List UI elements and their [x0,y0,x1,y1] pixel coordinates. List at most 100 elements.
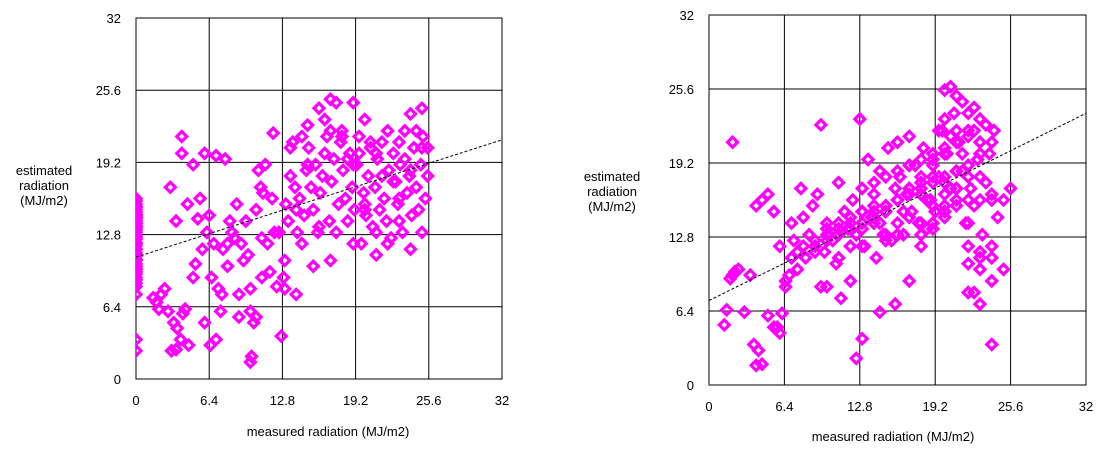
data-point [136,270,144,285]
data-point [857,238,872,254]
data-point [984,186,1000,202]
data-point [328,225,344,240]
data-point [878,169,893,185]
data-point [963,181,978,196]
data-point [754,192,770,208]
data-point [338,191,353,206]
data-point [887,296,903,312]
data-point [960,192,976,208]
data-point [357,112,373,127]
data-point [937,146,952,162]
data-point [798,250,813,266]
data-point [996,192,1011,208]
data-point [174,129,190,144]
data-point [292,191,307,206]
data-point [288,287,304,302]
data-point [306,258,321,274]
data-point [880,140,896,156]
data-point [254,270,270,285]
data-point [878,227,893,242]
data-point [972,250,988,266]
data-point [136,191,144,206]
x-axis-title: measured radiation (MJ/m2) [812,429,975,444]
data-point [902,129,917,144]
y-axis-title-line: estimated [16,163,72,178]
data-point [296,208,312,223]
data-point [872,215,888,231]
data-point [949,134,964,150]
data-point [972,192,988,208]
data-point [943,181,958,196]
data-points [136,91,435,370]
data-point [793,181,809,196]
trendline [136,139,502,258]
y-axis-title-line: (MJ/m2) [20,193,68,208]
y-tick-label: 12.8 [669,230,694,245]
data-point [357,196,373,212]
data-point [955,94,970,109]
y-axis-title-line: estimated [584,169,640,184]
data-point [878,204,893,219]
data-point [949,163,964,179]
data-point [972,244,988,260]
data-point [349,157,365,172]
data-point [136,236,144,251]
data-point [984,273,1000,289]
data-point [136,199,144,214]
data-point [913,181,929,196]
data-point [357,202,373,218]
data-point [185,157,201,172]
data-point [984,134,1000,150]
data-point [244,349,259,364]
data-point [937,204,952,219]
data-point [725,134,740,150]
data-point [136,230,144,246]
data-point [866,186,882,202]
data-point [754,356,770,372]
left-scatter-chart: 0 6.4 12.8 19.2 25.6 32 0 6.4 12.8 19.2 25.6 32 meas… [16,11,509,439]
x-tick-label: 6.4 [775,399,793,414]
data-point [854,204,870,219]
data-point [931,123,946,138]
data-point [869,250,884,266]
data-point [169,320,185,336]
data-point [340,213,355,229]
data-point [395,225,410,240]
y-tick-label: 19.2 [669,156,694,171]
data-point [340,151,355,167]
data-point [290,225,305,240]
data-point [334,123,350,139]
data-point [966,285,982,300]
y-axis-title-line: radiation [587,184,637,199]
x-tick-label: 0 [132,393,139,408]
data-point [854,181,870,196]
data-point [795,210,811,225]
data-point [984,337,1000,352]
data-point [271,225,287,240]
data-point [807,238,823,254]
data-point [306,202,321,218]
data-point [778,279,793,294]
data-point [418,191,433,206]
data-point [136,275,144,291]
data-point [240,247,256,263]
data-point [399,185,415,201]
data-point [374,134,390,150]
y-tick-label: 32 [680,8,694,23]
data-point [937,111,952,127]
data-point [819,233,835,248]
data-point [960,238,976,254]
data-point [317,112,332,127]
data-point [163,179,178,195]
data-point [408,123,424,139]
data-point [248,202,264,218]
data-point [413,157,429,172]
data-point [790,262,805,277]
data-point [949,192,964,208]
data-point [935,123,950,138]
data-point [916,140,931,156]
trendline [709,112,1086,302]
data-point [214,287,230,302]
data-point [386,174,401,189]
data-point [136,242,144,257]
